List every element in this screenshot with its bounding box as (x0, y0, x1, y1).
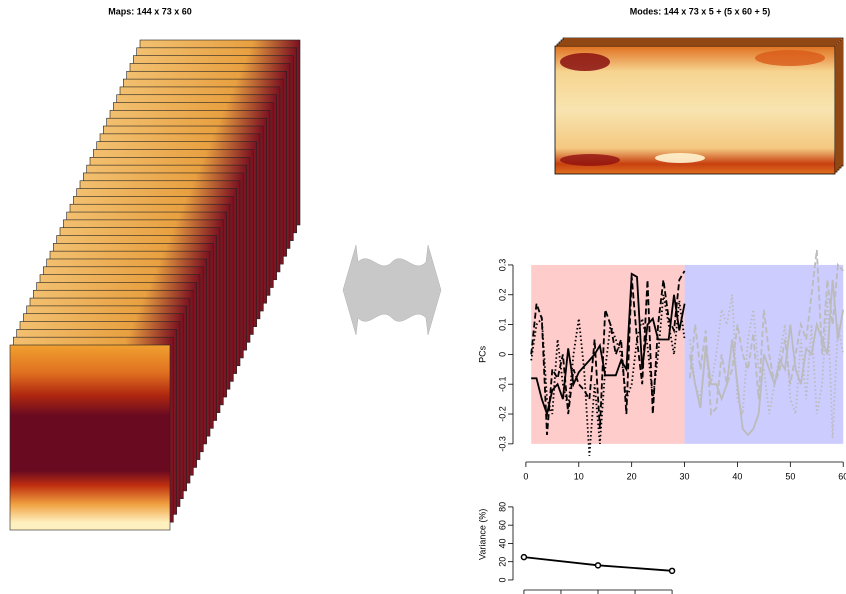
point (594, 562, 602, 569)
x-tick-label: 60 (838, 471, 846, 481)
y-tick-label: -0.2 (497, 406, 507, 422)
x-tick-label: 50 (785, 471, 795, 481)
y-tick-label: 0 (497, 577, 507, 582)
charts: -0.3 -0.2 -0.1 0 0.1 0.2 0.3 0 10 20 30 40 50 60 PCs 0 2… (477, 249, 846, 594)
mode-stack (554, 37, 844, 175)
y-tick-label: 40 (497, 538, 507, 548)
x-tick-label: 0 (523, 471, 528, 481)
y-tick-label: 60 (497, 520, 507, 530)
y-axis-label: Variance (%) (477, 509, 487, 560)
y-tick-label: 0 (497, 352, 507, 357)
series-line (530, 270, 686, 435)
x-tick-label: 40 (732, 471, 742, 481)
series-line (688, 279, 845, 437)
modes-title: Modes: 144 x 73 x 5 + (5 x 60 + 5) (630, 6, 771, 16)
y-tick-label: 0.2 (497, 289, 507, 302)
maps-title: Maps: 144 x 73 x 60 (108, 6, 192, 16)
front-map (9, 344, 171, 531)
series-line (688, 294, 845, 438)
double-arrow (342, 244, 442, 336)
y-tick-label: 20 (497, 557, 507, 567)
y-tick-label: -0.1 (497, 376, 507, 392)
x-tick-label: 20 (627, 471, 637, 481)
x-tick-label: 30 (680, 471, 690, 481)
series-line (688, 249, 844, 417)
x-tick-label: 10 (574, 471, 584, 481)
y-tick-label: 0.1 (497, 318, 507, 331)
map-stack (9, 39, 301, 531)
point (668, 567, 676, 575)
y-tick-label: -0.3 (497, 436, 507, 452)
point (520, 553, 528, 561)
y-tick-label: 0.3 (497, 259, 507, 272)
y-tick-label: 80 (497, 502, 507, 512)
y-axis-label: PCs (477, 345, 487, 363)
